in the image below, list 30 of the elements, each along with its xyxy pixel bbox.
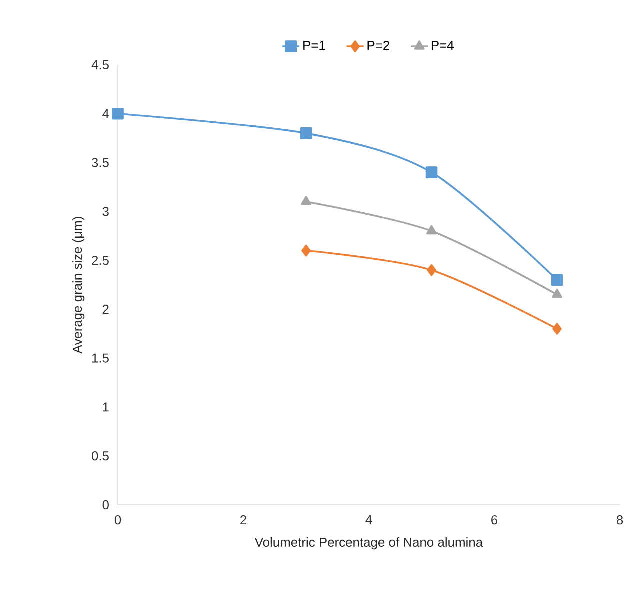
x-tick-label: 0 — [114, 516, 122, 525]
y-tick-label: 0 — [102, 500, 109, 510]
y-tick-label: 2 — [102, 304, 109, 314]
x-tick-label: 8 — [616, 516, 624, 525]
point — [552, 288, 562, 298]
point — [427, 264, 436, 276]
y-tick-label: 0.5 — [92, 452, 109, 461]
x-tick-label: 6 — [492, 516, 498, 525]
y-tick-label: 4 — [102, 109, 110, 118]
point — [301, 196, 312, 206]
y-tick-label: 1.5 — [92, 354, 109, 363]
y-tick-label: 4.5 — [92, 60, 109, 70]
point — [112, 108, 124, 120]
y-tick-label: 1 — [103, 402, 109, 412]
x-tick-label: 4 — [366, 516, 372, 524]
point — [426, 166, 438, 178]
point — [426, 225, 437, 235]
y-tick-label: 3.5 — [92, 158, 109, 168]
legend-label: P=4 — [432, 41, 454, 50]
point — [552, 323, 562, 335]
legend-label: P=1 — [304, 41, 326, 50]
y-axis-title: Average grain size (μm) — [72, 217, 85, 354]
point — [302, 244, 311, 257]
y-tick-label: 2.5 — [92, 256, 109, 266]
x-axis-title: Volumetric Percentage of Nano alumina — [254, 538, 484, 550]
point — [551, 274, 564, 286]
y-tick-label: 3 — [102, 207, 109, 216]
point — [300, 128, 312, 140]
legend-label: P=2 — [368, 41, 390, 50]
x-tick-label: 2 — [240, 516, 246, 525]
